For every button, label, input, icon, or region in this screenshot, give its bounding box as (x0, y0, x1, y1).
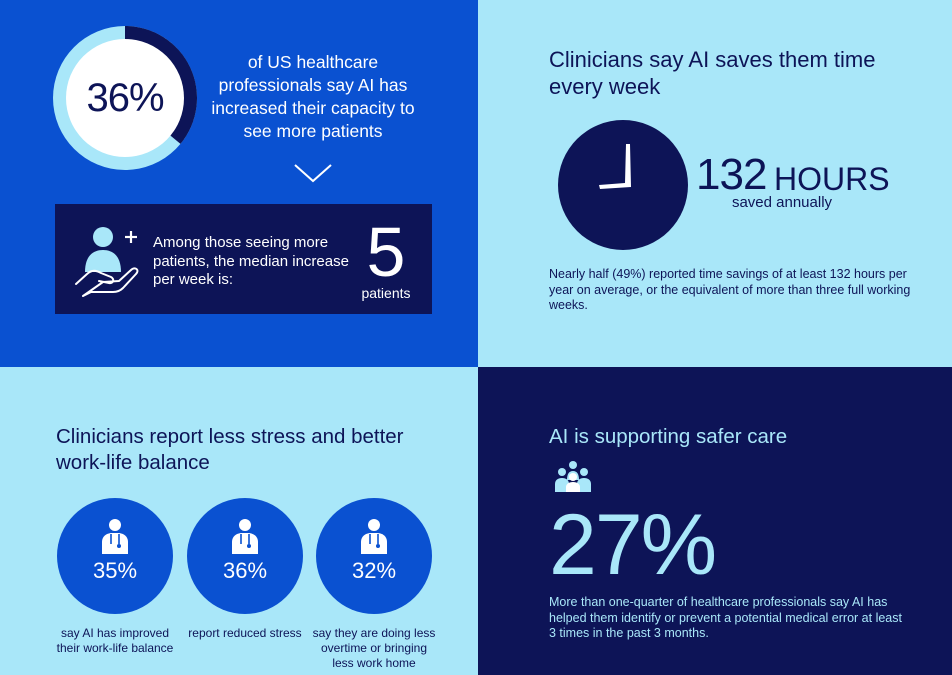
stress-panel: Clinicians report less stress and better… (0, 367, 478, 675)
reduced-stress-circle: 36% (187, 498, 303, 614)
safety-title: AI is supporting safer care (549, 425, 788, 448)
capacity-panel: 36% of US healthcare professionals say A… (0, 0, 478, 367)
patient-increase-box: Among those seeing more patients, the me… (55, 204, 432, 314)
time-savings-note: Nearly half (49%) reported time savings … (549, 267, 911, 312)
reduced-stress-value: 36% (222, 558, 268, 583)
patient-care-hand-icon (75, 227, 139, 297)
hours-saved-unit: HOURS (774, 161, 890, 197)
less-overtime-circle: 32% (316, 498, 432, 614)
work-life-balance-caption: say AI has improved their work-life bala… (56, 626, 174, 655)
patient-increase-text: Among those seeing more patients, the me… (153, 234, 349, 288)
doctor-icon (361, 519, 387, 554)
less-overtime-caption: say they are doing less overtime or brin… (312, 626, 436, 670)
hours-saved-caption: saved annually (731, 194, 833, 211)
time-savings-title: Clinicians say AI saves them time every … (549, 47, 876, 99)
time-savings-panel: Clinicians say AI saves them time every … (478, 0, 952, 367)
safety-note: More than one-quarter of healthcare prof… (549, 595, 902, 640)
capacity-description: of US healthcare professionals say AI ha… (211, 52, 415, 141)
less-overtime-value: 32% (351, 558, 397, 583)
chevron-down-icon (294, 164, 332, 183)
work-life-balance-circle: 35% (57, 498, 173, 614)
capacity-ring-chart (53, 26, 197, 170)
clock-icon (558, 120, 688, 250)
reduced-stress-caption: report reduced stress (188, 626, 302, 640)
stress-title: Clinicians report less stress and better… (56, 425, 404, 474)
safety-percent: 27% (549, 497, 717, 593)
doctor-icon (102, 519, 128, 554)
hours-saved-value: 132 (696, 150, 767, 199)
doctor-icon (232, 519, 258, 554)
patient-increase-unit: patients (361, 285, 411, 301)
patient-increase-value: 5 (366, 213, 406, 291)
safety-panel: AI is supporting safer care 27% More tha… (478, 367, 952, 675)
work-life-balance-value: 35% (92, 558, 138, 583)
capacity-percent: 36% (86, 75, 164, 120)
medical-team-icon (555, 461, 591, 492)
